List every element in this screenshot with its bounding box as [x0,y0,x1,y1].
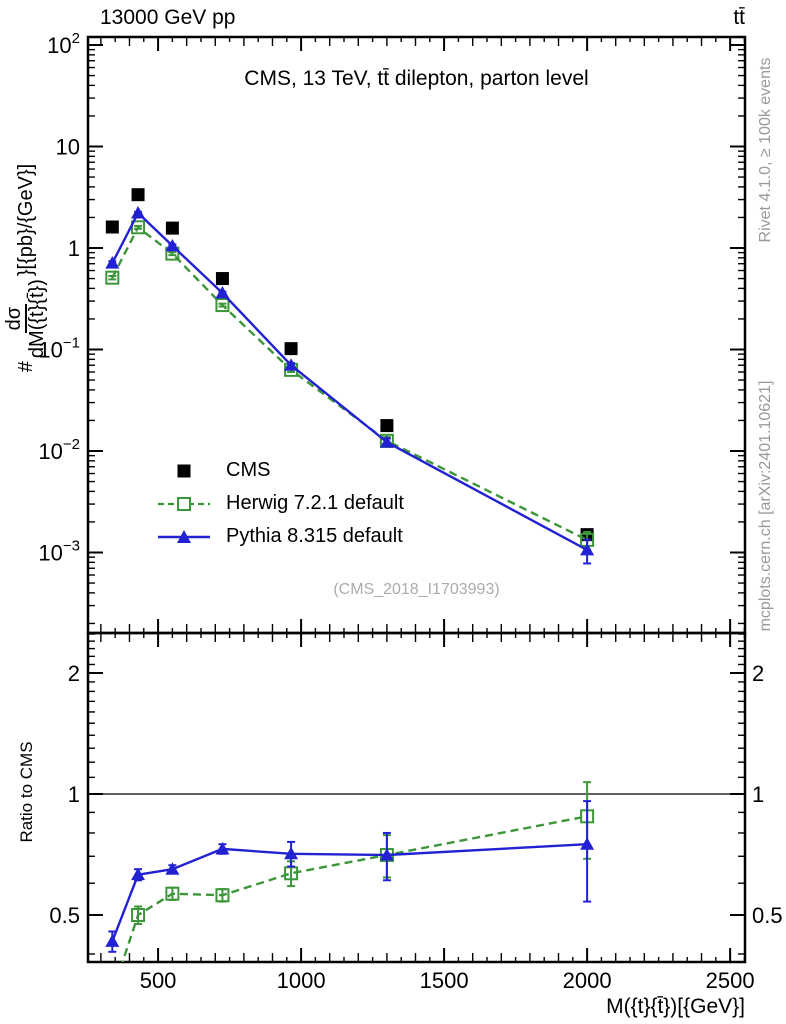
main-y-axis-ticks [88,44,745,625]
beam-energy-label: 13000 GeV pp [100,6,236,29]
x-axis-ticks [100,37,746,962]
ratio-series-pythia-8-315-default [105,800,595,953]
pythia-marker-icon [158,529,210,543]
ratio-y-tick-label-left-1: 1 [68,782,80,807]
main-y-tick-label-0.01: 10−2 [38,436,80,464]
main-y-tick-label-10: 10 [56,135,80,160]
legend-item-pythia: Pythia 8.315 default [158,520,404,553]
main-y-axis-label: # dσ dM({t}{t̄}) }[{pb}/{GeV}] [0,83,56,453]
main-y-tick-label-0.1: 10−1 [38,335,80,363]
mcplots-arxiv-note: mcplots.cern.ch [arXiv:2401.10621] [757,380,774,632]
legend-item-label: CMS [226,459,271,481]
analysis-id-watermark: (CMS_2018_I1703993) [333,581,500,598]
x-tick-label-500: 500 [140,968,177,993]
legend-item-label: Pythia 8.315 default [226,525,403,547]
herwig-marker-icon [158,496,210,511]
process-label: tt̄ [733,6,745,29]
main-series-pythia-8-315-default [105,206,595,565]
x-tick-label-1000: 1000 [277,968,326,993]
legend-item-cms: CMS [158,454,404,487]
ratio-y-tick-label-left-2: 2 [68,661,80,686]
legend-item-label: Herwig 7.2.1 default [226,492,404,514]
x-tick-label-1500: 1500 [420,968,469,993]
ratio-series-herwig-7-2-1-default [121,781,595,962]
ylabel-prefix: # [14,361,37,373]
tick-labels: 500 1000 1500 2000 2500 102 10 1 10−1 10−2 10−3 2 2 1… [38,30,782,993]
ratio-y-tick-label-right-0.5: 0.5 [752,903,783,928]
x-tick-label-2500: 2500 [706,968,755,993]
cms-marker-icon [177,464,191,477]
ratio-y-tick-label-right-1: 1 [752,782,764,807]
legend-item-herwig: Herwig 7.2.1 default [158,487,404,520]
ratio-y-tick-label-left-0.5: 0.5 [49,903,80,928]
ylabel-denominator: dM({t}{t̄}) [26,279,48,359]
ylabel-numerator: dσ [3,303,27,334]
ratio-y-tick-label-right-2: 2 [752,661,764,686]
ratio-y-axis-ticks [88,633,745,955]
ylabel-suffix: }[{pb}/{GeV}] [14,163,37,277]
rivet-version-note: Rivet 4.1.0, ≥ 100k events [757,57,774,243]
x-axis-label: M({t}{t̄})[{GeV}] [606,995,745,1018]
main-y-tick-label-100: 102 [47,30,80,58]
ylabel-fraction: dσ dM({t}{t̄}) [3,279,48,359]
main-y-tick-label-0.001: 10−3 [38,538,80,566]
plot-title: CMS, 13 TeV, tt̄ dilepton, parton level [244,67,589,90]
ratio-panel-frame [86,631,747,964]
x-tick-label-2000: 2000 [563,968,612,993]
main-y-tick-label-1: 1 [68,236,80,261]
ratio-y-axis-label: Ratio to CMS [17,741,36,843]
legend: CMS Herwig 7.2.1 default Pythia 8.315 de… [158,454,404,553]
